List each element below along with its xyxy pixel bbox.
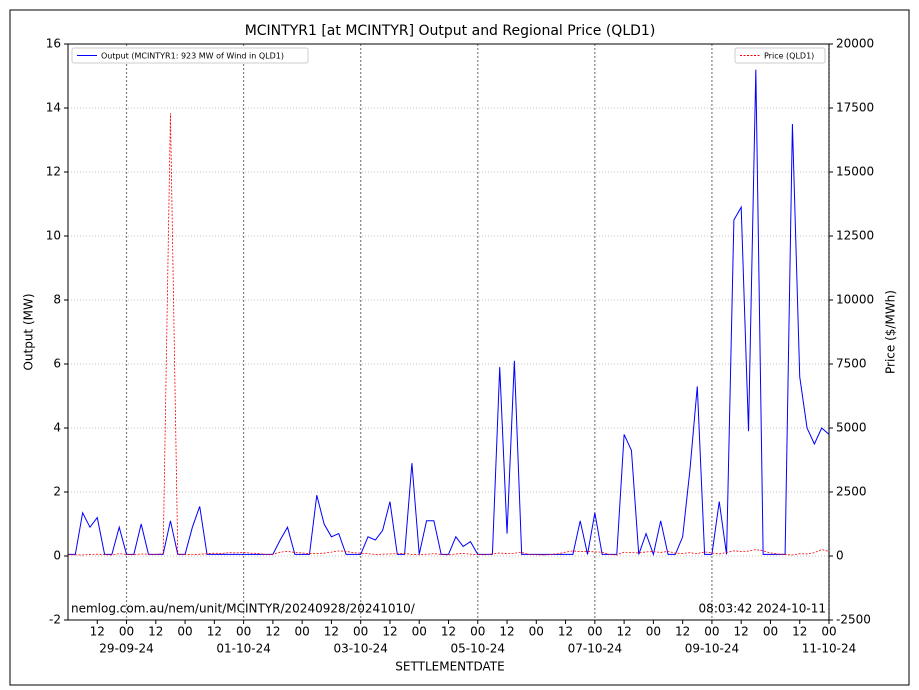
x-tick-label: 12: [90, 625, 105, 639]
x-tick-label: 12: [499, 625, 514, 639]
x-date-label: 01-10-24: [216, 642, 270, 656]
y-tick-label: 8: [53, 293, 61, 307]
legend-label: Price (QLD1): [764, 52, 814, 61]
x-tick-label: 12: [558, 625, 573, 639]
y2-tick-label: 17500: [836, 101, 874, 115]
x-date-label: 09-10-24: [685, 642, 739, 656]
x-tick-label: 12: [792, 625, 807, 639]
x-tick-label: 00: [236, 625, 251, 639]
series-line: [67, 113, 830, 556]
x-tick-label: 00: [177, 625, 192, 639]
x-tick-label: 00: [646, 625, 661, 639]
legend-box: [734, 47, 826, 64]
y-tick-label: 16: [46, 37, 61, 51]
y2-tick-label: 2500: [836, 485, 867, 499]
y-tick-label: 2: [53, 485, 61, 499]
y-tick-label: 10: [46, 229, 61, 243]
legend-box: [71, 47, 309, 64]
y2-tick-label: 0: [836, 549, 844, 563]
y2-tick-label: 10000: [836, 293, 874, 307]
y2-tick-label: 7500: [836, 357, 867, 371]
y2-tick-label: 20000: [836, 37, 874, 51]
y-tick-label: 12: [46, 165, 61, 179]
x-axis-label: SETTLEMENTDATE: [395, 660, 504, 674]
x-date-label: 03-10-24: [333, 642, 387, 656]
source-note: nemlog.com.au/nem/unit/MCINTYR/20240928/…: [71, 602, 416, 616]
x-tick-label: 00: [763, 625, 778, 639]
x-tick-label: 12: [382, 625, 397, 639]
x-tick-label: 12: [324, 625, 339, 639]
x-tick-label: 00: [353, 625, 368, 639]
x-date-label: 07-10-24: [568, 642, 622, 656]
x-tick-label: 12: [441, 625, 456, 639]
y-tick-label: 6: [53, 357, 61, 371]
x-tick-label: 00: [587, 625, 602, 639]
x-tick-label: 12: [675, 625, 690, 639]
y2-axis-label: Price ($/MWh): [884, 290, 898, 374]
x-tick-label: 00: [821, 625, 836, 639]
x-tick-label: 00: [119, 625, 134, 639]
x-date-label: 11-10-24: [802, 642, 856, 656]
x-tick-label: 00: [470, 625, 485, 639]
x-tick-label: 12: [207, 625, 222, 639]
y2-tick-label: 5000: [836, 421, 867, 435]
y-tick-label: -2: [49, 613, 61, 627]
x-tick-label: 00: [412, 625, 427, 639]
x-tick-label: 00: [295, 625, 310, 639]
x-tick-label: 00: [704, 625, 719, 639]
series-line: [68, 69, 830, 557]
y-axis-label: Output (MW): [22, 293, 36, 370]
y2-tick-label: 12500: [836, 229, 874, 243]
legend-label: Output (MCINTYR1: 923 MW of Wind in QLD1…: [101, 52, 284, 61]
plot-frame: [67, 43, 830, 621]
figure-frame: [9, 9, 910, 686]
y2-tick-label: -2500: [836, 613, 871, 627]
x-tick-label: 12: [265, 625, 280, 639]
timestamp: 08:03:42 2024-10-11: [699, 602, 826, 616]
x-tick-label: 12: [616, 625, 631, 639]
y-tick-label: 14: [46, 101, 61, 115]
y2-tick-label: 15000: [836, 165, 874, 179]
x-tick-label: 12: [148, 625, 163, 639]
x-date-label: 05-10-24: [451, 642, 505, 656]
x-tick-label: 00: [529, 625, 544, 639]
x-tick-label: 12: [734, 625, 749, 639]
y-tick-label: 0: [53, 549, 61, 563]
y-tick-label: 4: [53, 421, 61, 435]
chart-title: MCINTYR1 [at MCINTYR] Output and Regiona…: [245, 23, 656, 39]
x-date-label: 29-09-24: [99, 642, 153, 656]
